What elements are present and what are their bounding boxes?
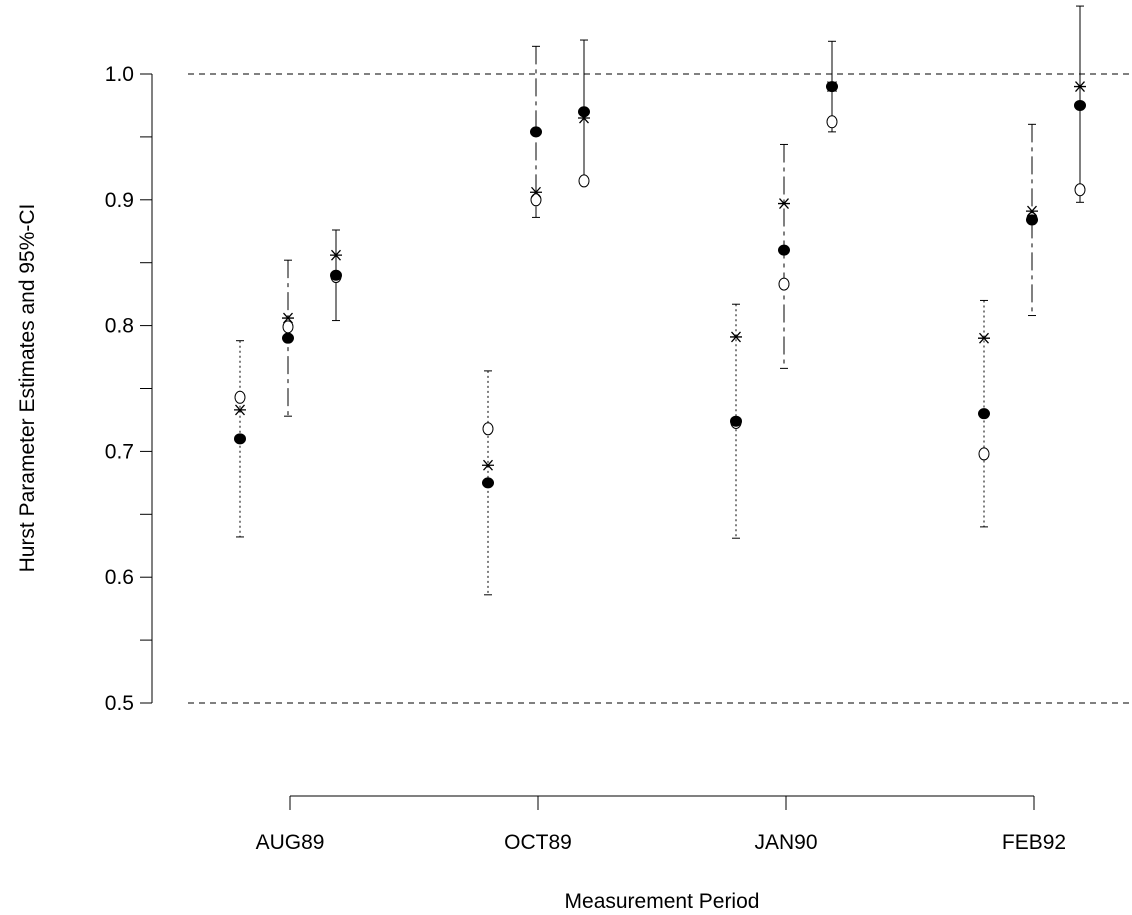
star-point (1026, 205, 1038, 217)
y-tick-label: 0.7 (105, 440, 134, 463)
filled-circle-point (978, 408, 990, 420)
interval-group (282, 259, 294, 417)
y-tick-label: 0.6 (105, 566, 134, 589)
y-tick-label: 0.5 (105, 692, 134, 715)
interval-group (530, 45, 542, 218)
open-circle-point (578, 174, 590, 188)
star-point (482, 459, 494, 471)
y-tick-label: 0.9 (105, 189, 134, 212)
y-axis: 0.5 0.6 0.7 0.8 0.9 1.0 (105, 63, 153, 715)
star-point (234, 404, 246, 416)
x-tick-label: OCT89 (504, 831, 572, 854)
interval-group (778, 143, 790, 369)
open-circle-point (978, 447, 990, 461)
star-point (730, 331, 742, 343)
filled-circle-point (826, 81, 838, 93)
open-circle-point (778, 277, 790, 291)
filled-circle-point (530, 126, 542, 138)
filled-circle-point (282, 332, 294, 344)
open-circle-point (234, 390, 246, 404)
open-circle-point (1074, 183, 1086, 197)
filled-circle-point (234, 433, 246, 445)
interval-group (1026, 123, 1038, 317)
filled-circle-point (1074, 99, 1086, 111)
filled-circle-point (730, 415, 742, 427)
interval-group (234, 340, 246, 538)
filled-circle-point (330, 269, 342, 281)
y-axis-title: Hurst Parameter Estimates and 95%-CI (16, 204, 39, 573)
star-point (282, 312, 294, 324)
star-point (1074, 81, 1086, 93)
x-tick-label: JAN90 (754, 831, 817, 854)
interval-group (330, 229, 342, 322)
star-point (530, 186, 542, 198)
star-point (778, 198, 790, 210)
interval-group (1074, 5, 1086, 203)
star-point (330, 249, 342, 261)
x-axis-title: Measurement Period (565, 890, 760, 913)
plot-area (234, 5, 1086, 596)
interval-group (826, 40, 838, 133)
x-axis: AUG89 OCT89 JAN90 FEB92 (256, 795, 1066, 854)
y-tick-label: 1.0 (105, 63, 134, 86)
x-tick-label: AUG89 (256, 831, 325, 854)
open-circle-point (482, 422, 494, 436)
x-tick-label: FEB92 (1002, 831, 1066, 854)
filled-circle-point (578, 106, 590, 118)
interval-group (482, 370, 494, 596)
filled-circle-point (778, 244, 790, 256)
star-point (978, 332, 990, 344)
interval-group (730, 303, 742, 539)
open-circle-point (530, 193, 542, 207)
interval-group (578, 39, 590, 188)
y-tick-label: 0.8 (105, 315, 134, 338)
filled-circle-point (1026, 214, 1038, 226)
filled-circle-point (482, 477, 494, 489)
interval-group (978, 299, 990, 528)
reference-lines (188, 73, 1132, 704)
open-circle-point (826, 115, 838, 129)
